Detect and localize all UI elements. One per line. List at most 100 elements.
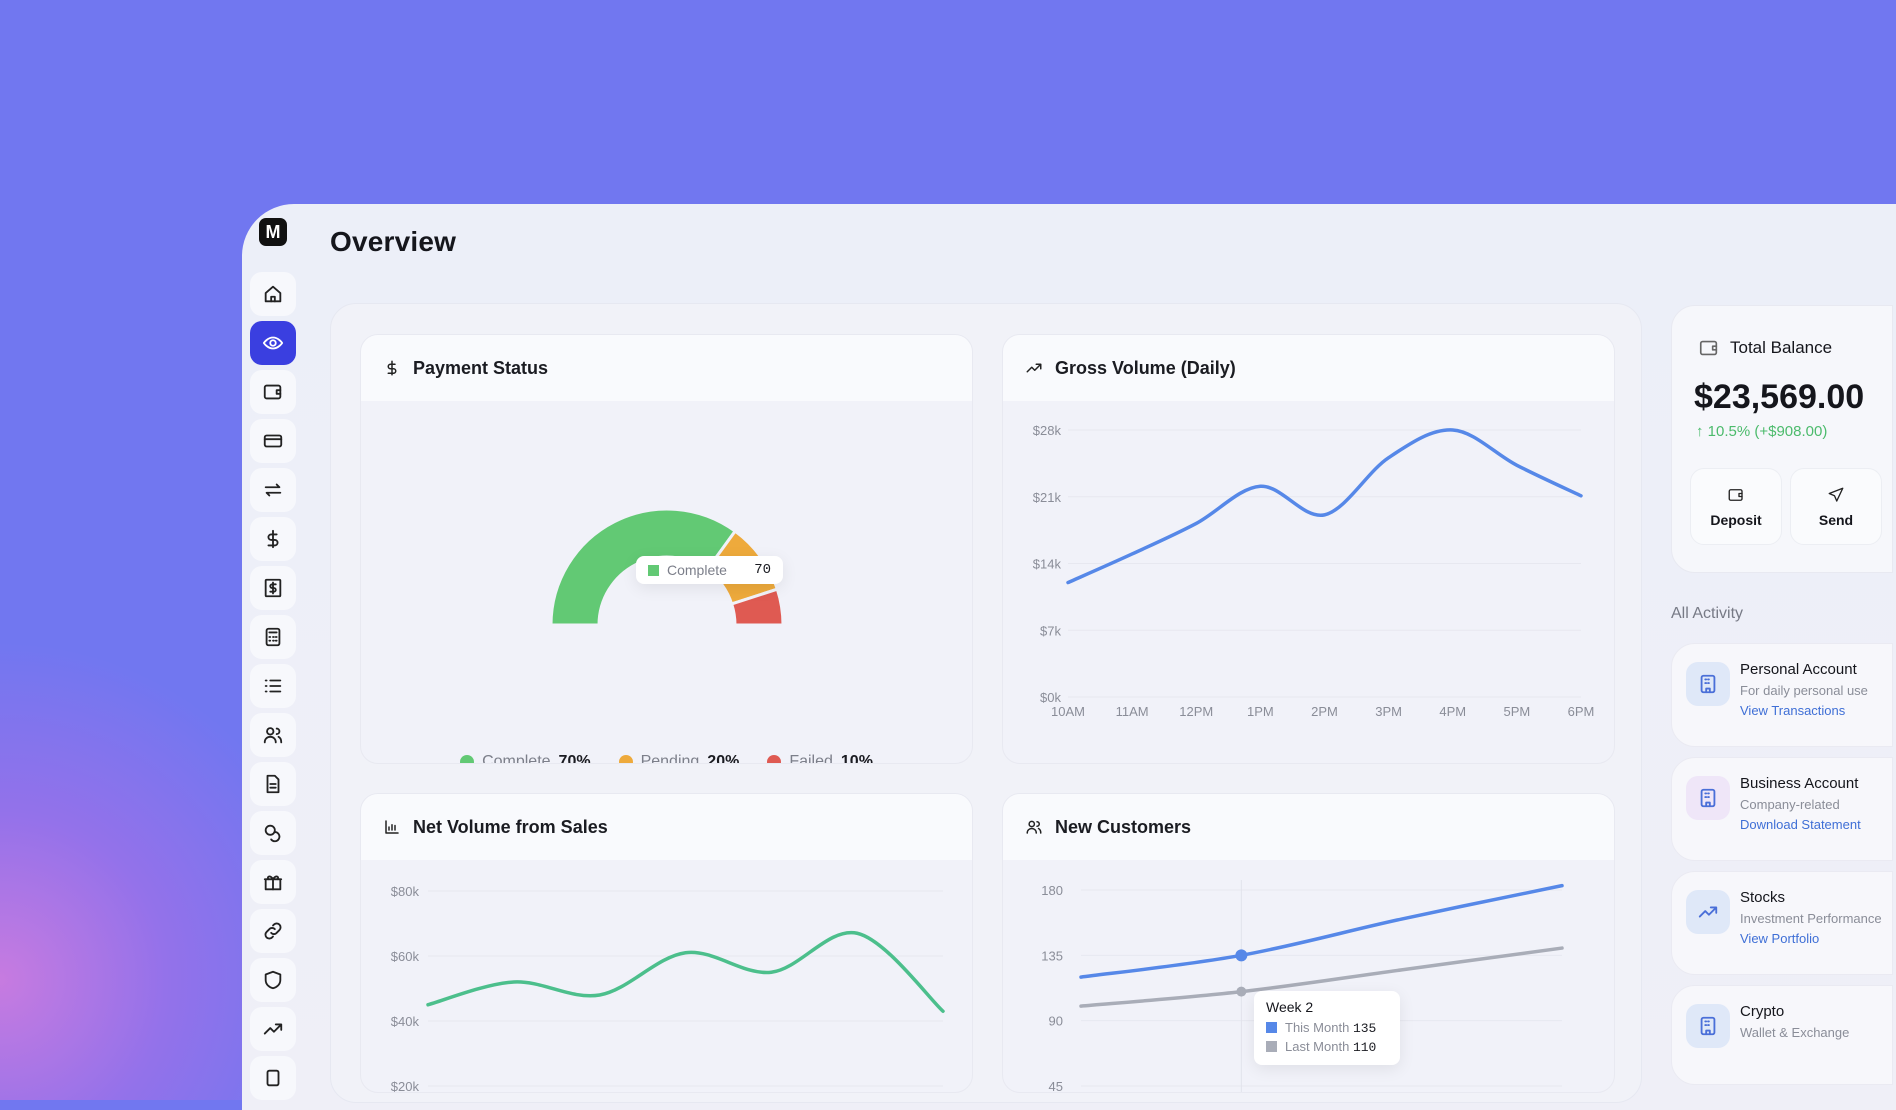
y-tick-label: $60k	[391, 949, 420, 964]
users-icon	[1026, 820, 1042, 834]
payment-status-card: Payment Status Complete 70 Complete 70% P…	[360, 334, 973, 764]
legend-item-pending: Pending 20%	[618, 753, 739, 763]
gift-icon	[263, 875, 283, 891]
sidebar-item-cards[interactable]	[250, 419, 296, 463]
sidebar-item-security[interactable]	[250, 958, 296, 1002]
y-tick-label: 45	[1049, 1079, 1063, 1093]
building-icon	[1700, 788, 1716, 808]
activity-item[interactable]: Personal Account For daily personal use Vi…	[1671, 643, 1893, 747]
sidebar-item-analytics[interactable]	[250, 1007, 296, 1051]
activity-subtitle: Company-related	[1740, 797, 1840, 812]
net-volume-card: Net Volume from Sales $20k $40k $60k $80k	[360, 793, 973, 1093]
activity-link[interactable]: View Portfolio	[1740, 931, 1820, 946]
activity-title: Personal Account	[1740, 661, 1857, 678]
y-tick-label: 135	[1041, 948, 1063, 963]
legend-swatch	[648, 565, 659, 576]
users-icon	[263, 727, 283, 744]
y-tick-label: 180	[1041, 883, 1063, 898]
series-line	[426, 930, 945, 1013]
activity-item[interactable]: Stocks Investment Performance View Portfol…	[1671, 871, 1893, 975]
sidebar-item-transfers[interactable]	[250, 468, 296, 512]
sidebar-item-calculator[interactable]	[250, 615, 296, 659]
active-point	[1235, 949, 1248, 962]
calculator-icon	[265, 627, 281, 647]
shield-icon	[264, 970, 282, 990]
x-tick-label: 11AM	[1116, 704, 1149, 719]
activity-link[interactable]: View Transactions	[1740, 703, 1846, 718]
x-tick-label: 3PM	[1375, 704, 1402, 719]
y-tick-label: $14k	[1033, 557, 1062, 572]
active-point	[1236, 986, 1247, 997]
wallet-icon	[1728, 488, 1743, 501]
x-tick-label: 4PM	[1439, 704, 1466, 719]
list-icon	[264, 679, 282, 693]
activity-subtitle: Investment Performance	[1740, 911, 1882, 926]
wallet-icon	[263, 384, 282, 400]
sidebar-item-home[interactable]	[250, 272, 296, 316]
activity-subtitle: Wallet & Exchange	[1740, 1025, 1850, 1040]
sidebar-item-wallet[interactable]	[250, 370, 296, 414]
page-title: Overview	[330, 226, 457, 257]
series-line	[1079, 946, 1564, 1008]
card-title: Payment Status	[413, 357, 549, 378]
card-title: Net Volume from Sales	[413, 816, 608, 837]
y-tick-label: 90	[1049, 1014, 1063, 1029]
link-icon	[264, 922, 282, 940]
legend-item-failed: Failed 10%	[767, 753, 873, 763]
sidebar-item-documents[interactable]	[250, 762, 296, 806]
sidebar-item-rewards[interactable]	[250, 860, 296, 904]
bar-chart-icon	[385, 820, 399, 834]
receipt-icon	[264, 578, 282, 598]
all-activity-label: All Activity	[1671, 605, 1744, 622]
card-title: Gross Volume (Daily)	[1055, 357, 1236, 378]
send-button[interactable]: Send	[1790, 468, 1882, 545]
sidebar-item-invoices[interactable]	[250, 566, 296, 610]
trending-up-icon	[1026, 363, 1042, 373]
sidebar-item-more[interactable]	[250, 1056, 296, 1100]
new-customers-chart: 45 90 135 180	[1041, 880, 1564, 1093]
building-icon	[1700, 674, 1716, 694]
activity-item[interactable]: Crypto Wallet & Exchange	[1671, 985, 1893, 1085]
activity-link[interactable]: Download Statement	[1740, 817, 1861, 832]
sidebar-item-links[interactable]	[250, 909, 296, 953]
sidebar-item-list[interactable]	[250, 664, 296, 708]
sidebar-item-payments[interactable]	[250, 517, 296, 561]
activity-title: Business Account	[1740, 775, 1859, 792]
sidebar-item-customers[interactable]	[250, 713, 296, 757]
balance-change: ↑ 10.5% (+$908.00)	[1696, 423, 1828, 440]
dollar-icon	[267, 529, 279, 549]
x-tick-label: 2PM	[1311, 704, 1338, 719]
x-tick-label: 12PM	[1179, 704, 1213, 719]
net-volume-chart: $20k $40k $60k $80k	[391, 884, 945, 1092]
wallet-icon	[1699, 340, 1718, 356]
tooltip-label: Complete	[667, 562, 727, 578]
app-window: M Overview Payment Status Complete 70 C	[242, 204, 1896, 1110]
charts-panel: Payment Status Complete 70 Complete 70% P…	[330, 303, 1642, 1103]
x-tick-label: 10AM	[1051, 704, 1085, 719]
gross-volume-card: Gross Volume (Daily) $0k $7k $14k $21k $28k 1…	[1002, 334, 1615, 764]
sidebar-item-overview[interactable]	[250, 321, 296, 365]
y-tick-label: $28k	[1033, 423, 1062, 438]
trending-up-icon	[263, 1023, 283, 1035]
activity-item[interactable]: Business Account Company-related Download …	[1671, 757, 1893, 861]
gauge-legend: Complete 70% Pending 20% Failed 10%	[361, 753, 972, 763]
sidebar-item-coins[interactable]	[250, 811, 296, 855]
gauge-slice-complete	[549, 507, 738, 627]
deposit-button[interactable]: Deposit	[1690, 468, 1782, 545]
y-tick-label: $80k	[391, 884, 420, 899]
activity-title: Stocks	[1740, 889, 1786, 906]
x-tick-label: 5PM	[1504, 704, 1531, 719]
y-tick-label: $21k	[1033, 490, 1062, 505]
tooltip-value: 70	[754, 562, 771, 578]
balance-label: Total Balance	[1730, 338, 1833, 357]
total-balance-card: Total Balance $23,569.00 ↑ 10.5% (+$908.…	[1671, 305, 1893, 573]
dollar-icon	[387, 360, 397, 376]
gauge-tooltip: Complete 70	[636, 556, 783, 584]
tooltip-row: This Month 135	[1266, 1020, 1388, 1036]
series-line	[1066, 428, 1583, 585]
credit-card-icon	[263, 434, 283, 448]
customers-tooltip: Week 2 This Month 135 Last Month 110	[1254, 991, 1400, 1065]
x-tick-label: 6PM	[1568, 704, 1595, 719]
tooltip-title: Week 2	[1266, 999, 1314, 1015]
logo[interactable]: M	[259, 218, 287, 246]
